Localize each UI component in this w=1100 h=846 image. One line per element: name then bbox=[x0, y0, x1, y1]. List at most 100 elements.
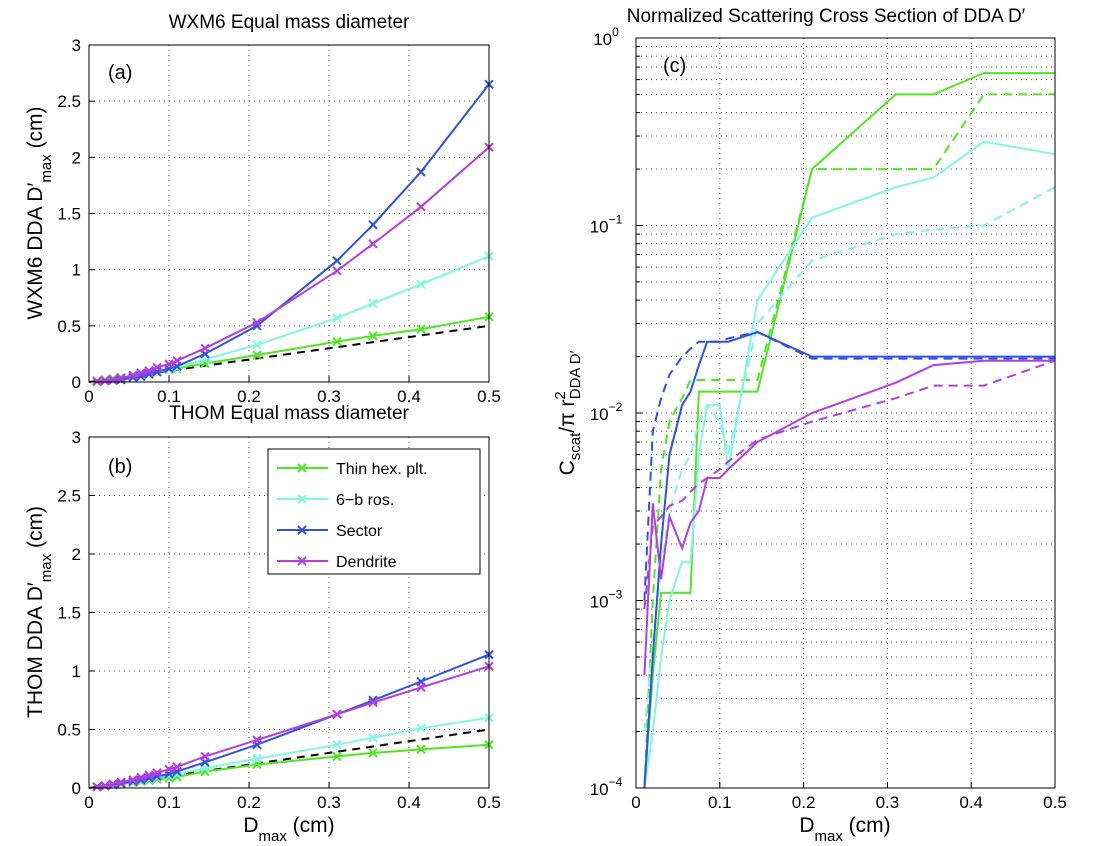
panel-b-ticks: 0 0.1 0.2 0.3 0.4 0.5 0 0.5 1 1.5 2 2.5 3 bbox=[57, 428, 500, 812]
panel-a-data-point bbox=[172, 355, 182, 366]
panel-a-ytick-label: 2 bbox=[72, 148, 81, 167]
panel-b-data-point bbox=[332, 740, 342, 750]
legend-items: Thin hex. plt. 6−b ros. Sector Dendrite bbox=[277, 461, 428, 571]
panel-b-data-point bbox=[172, 762, 182, 772]
panel-c-xtick-label: 0.1 bbox=[708, 793, 732, 812]
panel-a-ytick-label: 2.5 bbox=[57, 92, 81, 111]
panel-c-ytick-label: 100 bbox=[593, 25, 619, 49]
panel-c-xtick-label: 0.2 bbox=[792, 793, 816, 812]
panel-a-data-point bbox=[332, 255, 342, 266]
panel-a-xtick-label: 0.4 bbox=[397, 387, 421, 406]
panel-a-series-line bbox=[96, 255, 490, 383]
panel-a-data-point bbox=[416, 324, 426, 334]
panel-b-data-point bbox=[152, 768, 162, 778]
panel-c-ylabel: Cscat/π r2DDA D′ bbox=[552, 350, 584, 475]
panel-c-tag: (c) bbox=[663, 55, 686, 77]
panel-a-ytick-label: 1 bbox=[72, 261, 81, 280]
panel-b-xtick-label: 0.1 bbox=[157, 793, 181, 812]
panel-c: Normalized Scattering Cross Section of D… bbox=[552, 6, 1067, 845]
panel-a-plot-area bbox=[88, 79, 494, 387]
panel-c-series-line bbox=[643, 359, 1055, 676]
panel-b-data-point bbox=[116, 777, 126, 787]
panel-b-ytick-label: 2.5 bbox=[57, 487, 81, 506]
panel-a-data-point bbox=[152, 362, 162, 373]
legend-marker bbox=[297, 556, 307, 566]
panel-a-data-point bbox=[92, 376, 102, 387]
panel-c-title: Normalized Scattering Cross Section of D… bbox=[627, 6, 1026, 27]
legend-label: Dendrite bbox=[336, 554, 397, 571]
panel-b-xtick-label: 0.2 bbox=[237, 793, 261, 812]
panel-b-series-line bbox=[96, 653, 490, 788]
panel-a-ytick-label: 1.5 bbox=[57, 205, 81, 224]
panel-a-xtick-label: 0.5 bbox=[477, 387, 501, 406]
panel-c-xlabel: Dmax (cm) bbox=[799, 814, 890, 845]
panel-b-xtick-label: 0.4 bbox=[397, 793, 421, 812]
panel-a-data-point bbox=[128, 370, 138, 380]
panel-c-ytick-label: 10−3 bbox=[590, 588, 623, 612]
panel-b-ytick-label: 2 bbox=[72, 545, 81, 564]
panel-b-ytick-label: 0 bbox=[72, 779, 81, 798]
panel-a-ylabel: WXM6 DDA D′max (cm) bbox=[24, 106, 55, 319]
panel-a-xtick-label: 0.1 bbox=[157, 387, 181, 406]
panel-a-data-point bbox=[368, 331, 378, 341]
panel-c-xtick-label: 0.3 bbox=[876, 793, 900, 812]
panel-a-data-point bbox=[368, 239, 378, 249]
panel-c-plot-area bbox=[643, 72, 1056, 789]
panel-b-data-point bbox=[200, 751, 210, 762]
panel-a-series-line bbox=[96, 83, 490, 383]
panel-c-ytick-label: 10−4 bbox=[590, 775, 623, 799]
panel-b-ytick-label: 1.5 bbox=[57, 604, 81, 623]
panel-b-data-point bbox=[368, 732, 378, 743]
panel-a-ytick-label: 3 bbox=[72, 36, 81, 55]
panel-a-data-point bbox=[416, 202, 426, 212]
panel-b-data-point bbox=[128, 775, 138, 785]
panel-a-ticks: 0 0.1 0.2 0.3 0.4 0.5 0 0.5 1 1.5 2 2.5 3 bbox=[57, 36, 500, 406]
legend-label: Sector bbox=[336, 523, 383, 540]
panel-a-data-point bbox=[136, 368, 146, 378]
panel-a-data-point bbox=[416, 279, 426, 289]
panel-a-xtick-label: 0.3 bbox=[317, 387, 341, 406]
panel-b-data-point bbox=[136, 772, 146, 783]
legend: Thin hex. plt. 6−b ros. Sector Dendrite bbox=[267, 448, 481, 575]
panel-b-data-point bbox=[368, 697, 378, 708]
panel-b-data-point bbox=[108, 779, 118, 789]
panel-b-series-line bbox=[96, 665, 490, 788]
panel-b-data-point bbox=[164, 764, 174, 774]
panel-a-title: WXM6 Equal mass diameter bbox=[169, 12, 410, 33]
panel-a-reference-line bbox=[88, 324, 490, 383]
panel-b-data-point bbox=[252, 735, 262, 745]
panel-b-data-point bbox=[416, 744, 426, 755]
panel-b-xtick-label: 0.5 bbox=[477, 793, 501, 812]
panel-b-data-point bbox=[144, 770, 154, 780]
panel-c-xtick-label: 0.5 bbox=[1043, 793, 1067, 812]
panel-b-data-point bbox=[416, 723, 426, 734]
panel-c-xtick-label: 0 bbox=[631, 793, 640, 812]
panel-c-ytick-label: 10−1 bbox=[590, 213, 623, 237]
panel-a-grid bbox=[89, 45, 489, 382]
panel-b-ytick-label: 1 bbox=[72, 662, 81, 681]
panel-a-data-point bbox=[332, 313, 342, 323]
panel-a-data-point bbox=[416, 167, 426, 177]
legend-marker bbox=[297, 494, 307, 504]
panel-a-data-point bbox=[368, 298, 378, 309]
panel-c-ytick-label: 10−2 bbox=[590, 400, 623, 424]
panel-b-tag: (b) bbox=[108, 456, 132, 478]
panel-a-ytick-label: 0.5 bbox=[57, 317, 81, 336]
panel-c-series-line bbox=[643, 331, 1055, 789]
panel-b-xtick-label: 0 bbox=[84, 793, 93, 812]
panel-b: THOM Equal mass diameter 0 0.1 0.2 0.3 0.4 0.… bbox=[24, 403, 501, 845]
panel-a: WXM6 Equal mass diameter 0 0.1 0.2 0.3 0.4 0.… bbox=[24, 12, 501, 406]
panel-b-xtick-label: 0.3 bbox=[317, 793, 341, 812]
legend-label: Thin hex. plt. bbox=[336, 461, 428, 478]
panel-a-tag: (a) bbox=[108, 62, 132, 84]
panel-b-data-point bbox=[368, 748, 378, 758]
panel-b-data-point bbox=[332, 709, 342, 719]
panel-b-reference-line bbox=[88, 728, 490, 789]
panel-b-title: THOM Equal mass diameter bbox=[169, 403, 409, 424]
panel-b-ytick-label: 0.5 bbox=[57, 721, 81, 740]
panel-a-series-line bbox=[96, 146, 490, 383]
panel-b-data-point bbox=[416, 682, 426, 693]
panel-a-data-point bbox=[200, 343, 210, 354]
panel-c-series-line bbox=[643, 186, 1056, 732]
